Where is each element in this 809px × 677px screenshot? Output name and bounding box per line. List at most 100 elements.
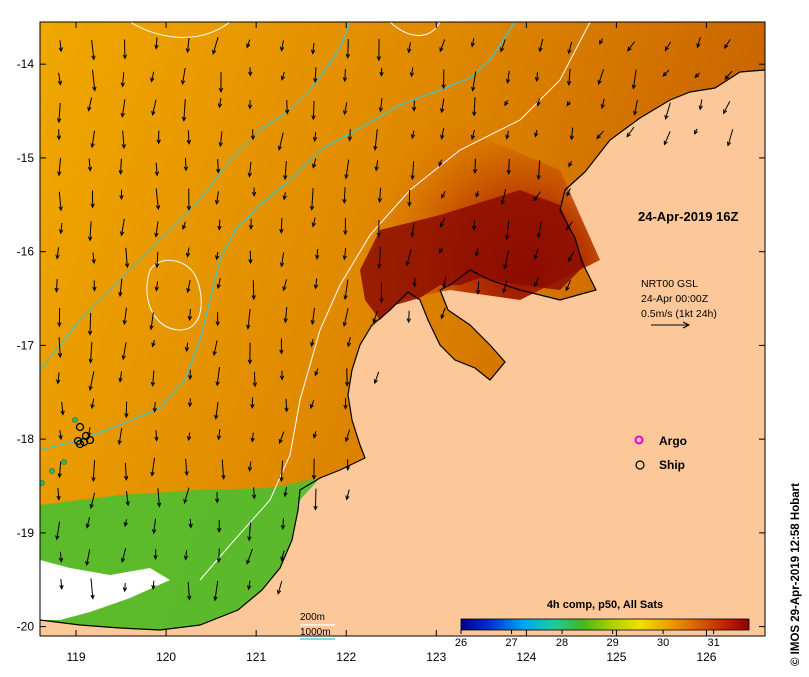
current-arrow (251, 280, 256, 301)
current-arrow (279, 370, 285, 381)
current-arrow (284, 398, 289, 413)
obs-marker (61, 459, 67, 465)
current-arrow (282, 192, 287, 201)
y-tick-label: -18 (17, 432, 35, 446)
current-arrow (475, 190, 480, 198)
current-arrow (470, 38, 476, 48)
current-arrow (311, 100, 316, 121)
current-arrow (631, 69, 637, 90)
current-arrow (662, 69, 670, 77)
current-arrow (504, 100, 509, 107)
current-arrow (724, 70, 733, 80)
current-arrow (439, 217, 446, 228)
current-arrow (181, 221, 187, 231)
argo-observations (40, 417, 78, 486)
current-arrow (411, 100, 417, 112)
current-arrow (150, 370, 156, 387)
current-arrow (279, 460, 284, 483)
current-arrow (187, 398, 193, 408)
current-arrow (565, 280, 571, 292)
current-arrow (247, 522, 252, 542)
current-arrow (471, 219, 477, 231)
current-arrow (56, 102, 62, 124)
current-arrow (280, 550, 285, 562)
current-arrow (344, 159, 350, 180)
current-arrow (92, 280, 97, 292)
current-arrow (214, 251, 220, 261)
ship-marker (75, 422, 85, 432)
x-tick-label: 119 (66, 650, 85, 664)
current-arrow (60, 401, 65, 416)
current-arrow (187, 581, 192, 601)
current-arrow (186, 130, 192, 145)
current-arrow (217, 97, 223, 109)
current-arrow (186, 279, 191, 294)
current-arrow (56, 372, 61, 385)
x-tick-label: 123 (426, 650, 446, 664)
current-arrow (216, 277, 221, 290)
current-arrow (122, 39, 128, 60)
current-arrow (566, 221, 573, 231)
current-arrow (247, 461, 253, 472)
current-arrow (57, 308, 62, 328)
current-arrow (344, 429, 351, 443)
y-tick-label: -16 (17, 245, 35, 259)
current-arrow (57, 461, 62, 479)
obs-marker (72, 417, 78, 423)
current-arrow (185, 37, 191, 54)
current-arrow (505, 130, 510, 140)
current-arrow (343, 217, 348, 236)
current-arrow (247, 342, 253, 365)
current-arrow (378, 98, 384, 113)
current-arrow (696, 37, 701, 49)
current-arrow (377, 187, 382, 204)
sea-area (40, 22, 765, 630)
current-arrow (597, 69, 605, 86)
current-arrow (276, 581, 283, 595)
current-arrow (150, 71, 155, 83)
x-tick-label: 126 (696, 650, 716, 664)
current-arrow (188, 518, 193, 529)
current-arrow (279, 40, 285, 52)
current-arrow (664, 41, 671, 52)
current-arrow (568, 251, 575, 263)
current-arrow (57, 157, 62, 177)
contour-200m (199, 22, 591, 581)
current-arrow (283, 486, 288, 498)
current-arrow (217, 219, 222, 231)
current-arrow (663, 131, 671, 146)
current-arrow (373, 129, 378, 151)
current-arrow (121, 130, 126, 150)
current-arrow (91, 39, 96, 61)
current-arrow (345, 489, 350, 501)
current-arrow (56, 488, 61, 501)
current-arrow (180, 67, 186, 86)
current-arrow (345, 38, 351, 59)
current-arrow (500, 188, 507, 206)
current-arrow (124, 401, 129, 419)
current-arrow (123, 462, 129, 481)
contour-legend: 200m 1000m (300, 612, 335, 640)
current-arrow (536, 222, 542, 239)
current-arrow (343, 279, 349, 301)
current-arrow (251, 187, 257, 197)
current-arrow (726, 129, 734, 147)
current-arrow (118, 278, 123, 298)
colorbar-tick-label: 30 (657, 637, 669, 649)
current-arrow (284, 100, 290, 115)
current-arrow (567, 41, 573, 55)
current-arrow (85, 517, 91, 529)
current-arrow (89, 492, 96, 510)
current-arrow (409, 67, 415, 78)
current-arrow (374, 159, 379, 172)
current-arrow (372, 310, 379, 324)
current-arrow (248, 250, 253, 265)
current-arrow (156, 488, 162, 508)
current-arrow (314, 249, 320, 260)
current-arrow (187, 309, 193, 322)
colorbar-tick-label: 29 (606, 637, 618, 649)
current-arrow (627, 41, 636, 52)
current-arrow (536, 160, 541, 181)
x-tick-label: 124 (516, 650, 536, 664)
